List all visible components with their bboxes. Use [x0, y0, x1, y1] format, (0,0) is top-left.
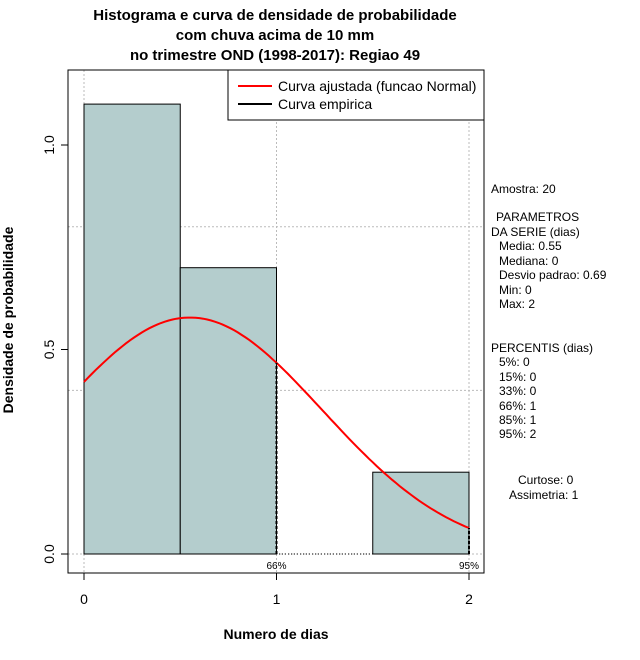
normal-curve [83, 316, 470, 529]
legend-box [227, 69, 485, 121]
percentile-label: 66% [266, 561, 286, 572]
skewness: Assimetria: 1 [509, 488, 579, 502]
chart-title-line-3: no trimestre OND (1998-2017): Regiao 49 [130, 47, 420, 64]
percentil-15: 15%: 0 [499, 370, 537, 384]
param-max: Max: 2 [499, 297, 535, 311]
percentis-title: PERCENTIS (dias) [491, 341, 593, 355]
histogram-bar [179, 267, 277, 555]
percentil-85: 85%: 1 [499, 413, 537, 427]
y-tick-label: 0.5 [41, 340, 57, 360]
percentil-95: 95%: 2 [499, 427, 537, 441]
x-tick-label: 0 [80, 591, 88, 607]
histogram-bar [372, 471, 470, 555]
param-media: Media: 0.55 [499, 239, 562, 253]
params-title-1: PARAMETROS [496, 210, 579, 224]
y-axis-label: Densidade de probabilidade [0, 226, 16, 413]
histogram-bar [83, 103, 181, 555]
legend-label-empirical: Curva empirica [278, 96, 372, 112]
stats-panel: Amostra: 20 PARAMETROS DA SERIE (dias) M… [491, 182, 607, 502]
legend-label-normal: Curva ajustada (funcao Normal) [278, 78, 476, 94]
params-title-2: DA SERIE (dias) [491, 225, 580, 239]
percentil-66: 66%: 1 [499, 399, 537, 413]
percentile-label: 95% [459, 561, 479, 572]
percentil-33: 33%: 0 [499, 384, 537, 398]
y-tick-label: 0.0 [41, 544, 57, 564]
y-tick-label: 1.0 [41, 135, 57, 155]
kurtosis: Curtose: 0 [518, 473, 574, 487]
param-mediana: Mediana: 0 [499, 254, 559, 268]
param-desvio: Desvio padrao: 0.69 [499, 268, 607, 282]
x-axis-label: Numero de dias [223, 626, 328, 642]
sample-size: Amostra: 20 [491, 182, 556, 196]
x-tick-label: 2 [465, 591, 473, 607]
param-min: Min: 0 [499, 283, 532, 297]
percentil-5: 5%: 0 [499, 355, 530, 369]
chart-title-line-2: com chuva acima de 10 mm [176, 27, 374, 44]
legend: Curva ajustada (funcao Normal) Curva emp… [227, 69, 485, 121]
chart-title-line-1: Histograma e curva de densidade de proba… [93, 7, 456, 24]
x-tick-label: 1 [273, 591, 281, 607]
